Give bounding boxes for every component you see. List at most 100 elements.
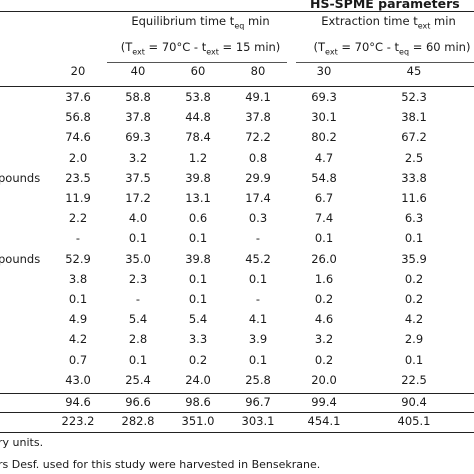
table-cell: 43.0 [65, 372, 91, 387]
table-cell: 8 [448, 130, 474, 144]
table-cell: 0.1 [128, 231, 148, 246]
table-cell: 4.6 [314, 312, 334, 327]
summary-cell: 90.4 [401, 395, 427, 409]
table-cell: 0.1 [188, 231, 208, 246]
table-cell: 2.9 [404, 332, 424, 347]
table-cell: 0.1 [314, 231, 334, 246]
table-cell: 52.9 [65, 251, 91, 266]
table-cell: 0.2 [404, 271, 424, 286]
table-cell: 0.8 [248, 150, 268, 165]
table-cell: 39.8 [185, 251, 211, 266]
header-bottom-rule [0, 86, 474, 87]
table-cell: 69.3 [125, 130, 151, 145]
table-cell: 72.2 [245, 130, 271, 145]
summary-cell: 303.1 [241, 414, 275, 428]
table-cell: 1 [448, 110, 474, 124]
summary-top-rule [0, 393, 474, 394]
row-label: pounds [0, 170, 41, 185]
table-cell: 0.3 [248, 211, 268, 226]
table-cell: 1.2 [188, 150, 208, 165]
table-cell: 6 [448, 171, 474, 185]
column-header: 40 [130, 64, 146, 78]
group-conditions-extraction: (Text = 70°C - teq = 60 min) [313, 40, 471, 57]
table-cell: 69.3 [311, 90, 337, 104]
summary-cell: 99.4 [311, 395, 337, 409]
footnote-1: ry units. [0, 436, 44, 449]
summary-cell: 454.1 [307, 414, 341, 428]
column-header: 8 [448, 64, 474, 78]
table-cell: 0.1 [248, 352, 268, 367]
table-cell: 74.6 [65, 130, 91, 145]
table-cell: 56.8 [65, 110, 91, 125]
table-cell: 45.2 [245, 251, 271, 266]
table-cell: 0.2 [404, 292, 424, 306]
table-cell: 6.3 [404, 211, 424, 226]
table-cell: 2.2 [68, 211, 88, 226]
table-cell: 22.5 [401, 372, 427, 387]
table-cell: 2.3 [128, 271, 148, 286]
summary-cell: 9 [448, 395, 474, 409]
column-header: 60 [190, 64, 206, 78]
table-cell: 11.6 [401, 191, 427, 205]
table-cell: 3.2 [314, 332, 334, 347]
summary-cell: 96.7 [245, 395, 271, 409]
table-cell: 3.2 [128, 150, 148, 165]
table-cell: 0.1 [68, 292, 88, 306]
table-cell: 4.1 [248, 312, 268, 327]
summary-cell: 94.6 [65, 395, 91, 409]
column-header: 45 [406, 64, 422, 78]
table-cell: 26.0 [311, 251, 337, 266]
summary-mid-rule [0, 412, 474, 413]
table-cell: 0.6 [188, 211, 208, 226]
row-label: pounds [0, 251, 41, 266]
table-cell: 24.0 [185, 372, 211, 387]
table-cell: - [255, 292, 261, 306]
table-cell: 13.1 [185, 191, 211, 205]
table-cell: 67.2 [401, 130, 427, 145]
column-header: 30 [316, 64, 332, 78]
group-heading-extraction: Extraction time text min [321, 14, 456, 31]
table-cell: 0.1 [188, 271, 208, 286]
summary-cell: 405.1 [397, 414, 431, 428]
table-cell: 2.8 [128, 332, 148, 347]
table-cell: 39.8 [185, 170, 211, 185]
table-cell: 3.8 [68, 271, 88, 286]
table-cell: 5.4 [128, 312, 148, 327]
column-header: 20 [70, 64, 86, 78]
table-cell: 35.9 [401, 251, 427, 266]
table-cell: 0.1 [188, 292, 208, 306]
table-title: HS-SPME parameters [310, 0, 460, 11]
group-rule-equilibrium [107, 62, 287, 63]
table-cell: 5.4 [188, 312, 208, 327]
table-cell: 30.1 [311, 110, 337, 125]
summary-cell: 351.0 [181, 414, 215, 428]
table-cell: 54.8 [311, 170, 337, 185]
table-cell: 35.0 [125, 251, 151, 266]
table-cell: 11.9 [65, 191, 91, 205]
top-rule [0, 11, 474, 12]
summary-cell: 282.8 [121, 414, 155, 428]
table-cell: 37.8 [125, 110, 151, 125]
table-cell: 0.1 [128, 352, 148, 367]
table-bottom-rule [0, 432, 474, 433]
table-cell: 17.4 [245, 191, 271, 205]
table-cell: 25.8 [245, 372, 271, 387]
column-header: 80 [250, 64, 266, 78]
footnote-2: rs Desf. used for this study were harves… [0, 458, 321, 471]
table-cell: 44.8 [185, 110, 211, 125]
table-cell: 80.2 [311, 130, 337, 145]
table-cell: 52.3 [401, 90, 427, 104]
table-cell: 0.2 [314, 352, 334, 367]
table-cell: 1.6 [314, 271, 334, 286]
summary-cell: 98.6 [185, 395, 211, 409]
table-cell: 38.1 [401, 110, 427, 125]
table-cell: 0.2 [188, 352, 208, 367]
table-cell: 23.5 [65, 170, 91, 185]
table-cell: 78.4 [185, 130, 211, 145]
summary-cell: 223.2 [61, 414, 95, 428]
table-cell: - [75, 231, 81, 246]
table-cell: 17.2 [125, 191, 151, 205]
table-cell: 4.7 [314, 150, 334, 165]
table-cell: 6.7 [314, 191, 334, 205]
